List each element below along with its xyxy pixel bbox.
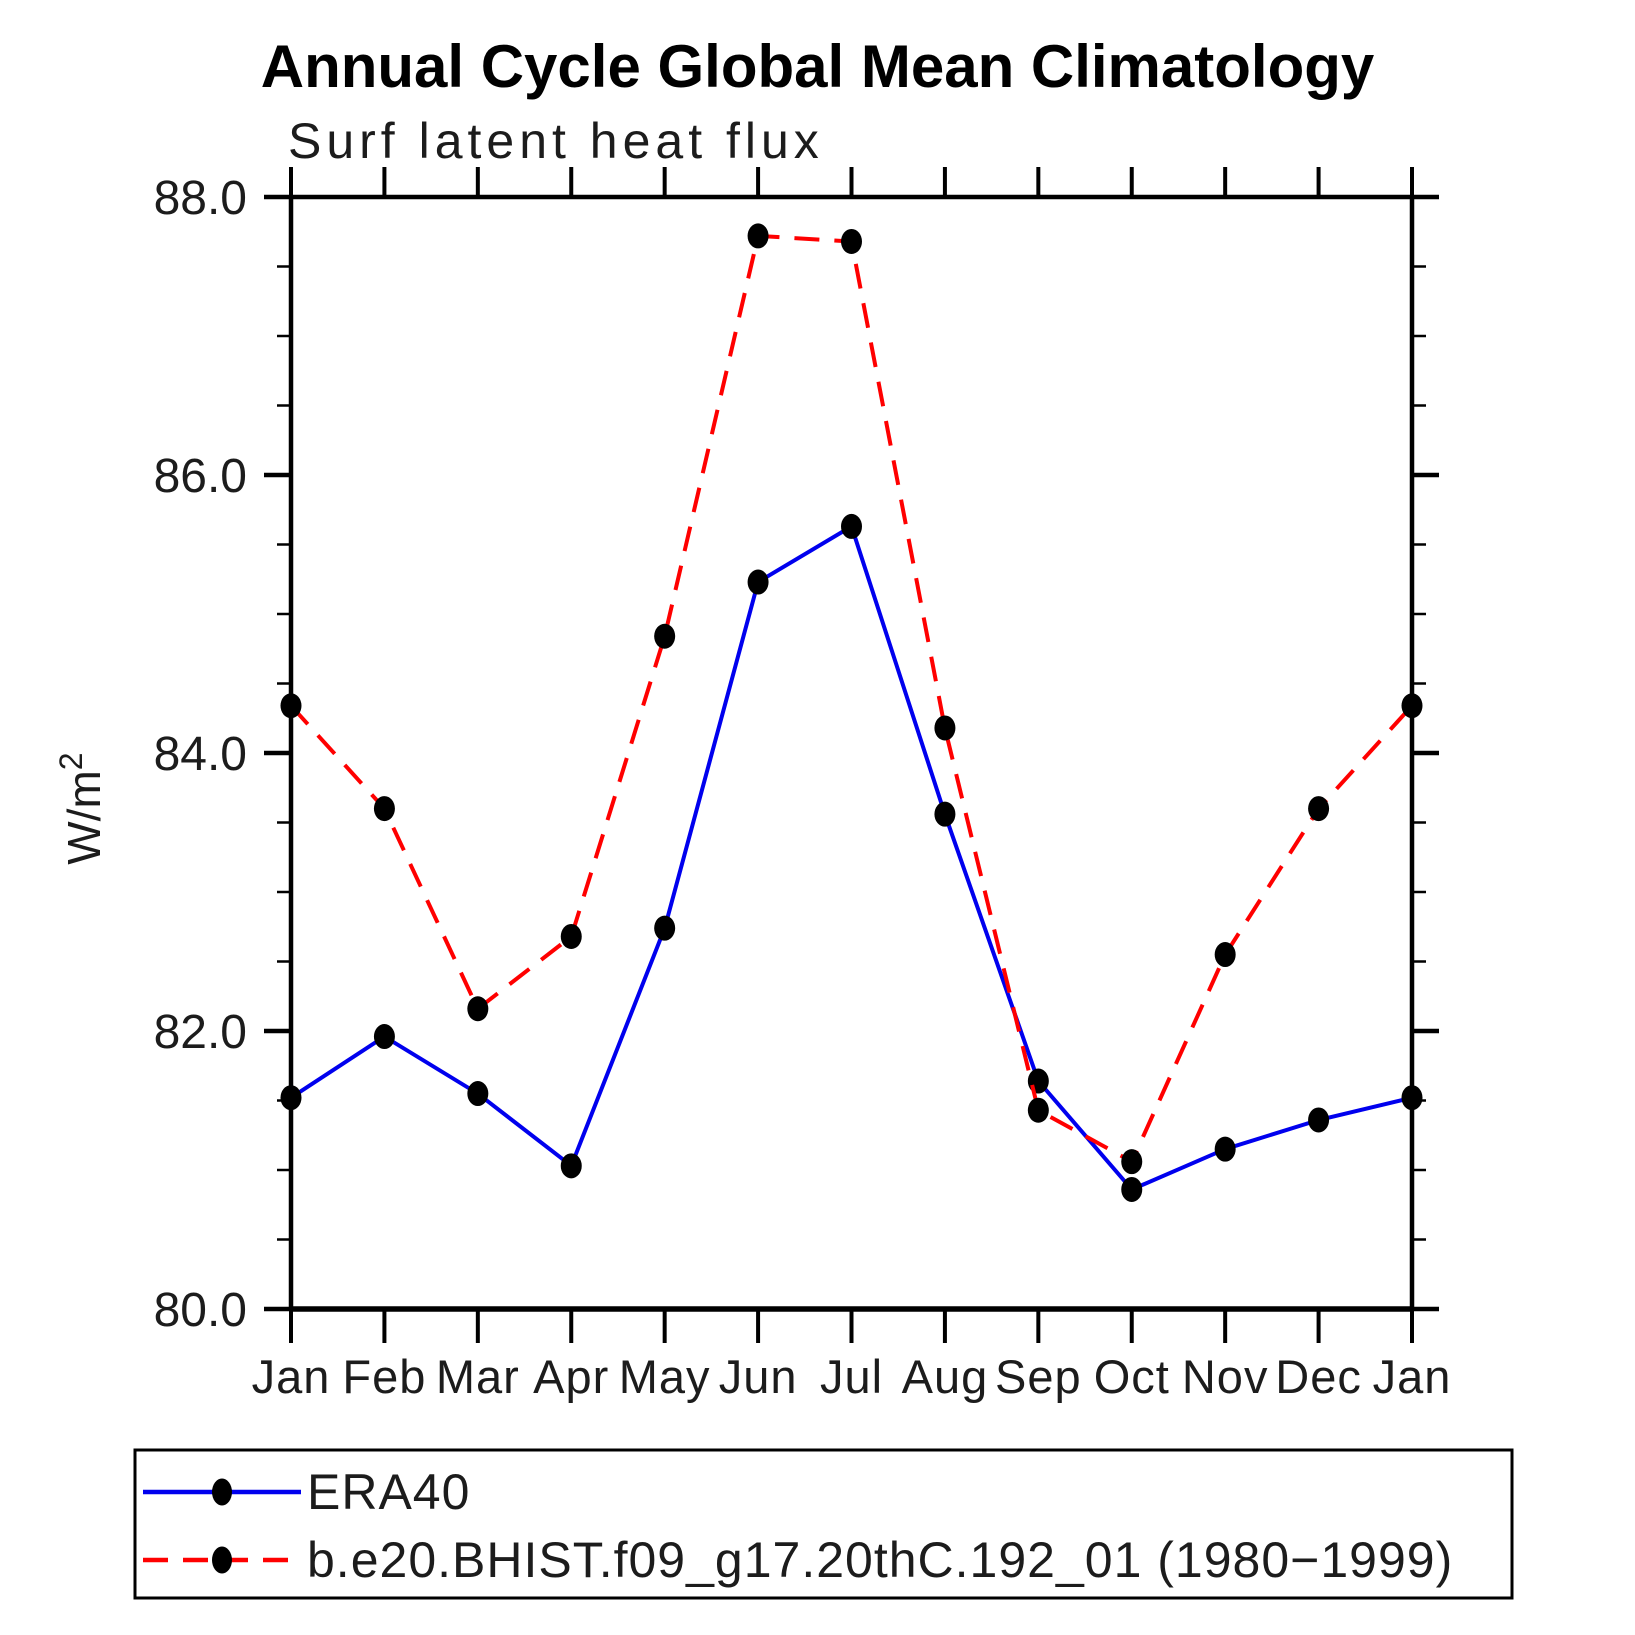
data-point-marker — [934, 801, 956, 827]
x-tick-label: Feb — [342, 1350, 426, 1403]
data-point-marker — [841, 228, 862, 254]
legend-sample-marker — [212, 1546, 232, 1574]
legend-entry-0: ERA40 — [143, 1464, 470, 1520]
chart-title: Annual Cycle Global Mean Climatology — [260, 33, 1375, 100]
data-point-marker — [841, 513, 862, 539]
data-point-marker — [1027, 1097, 1049, 1123]
data-point-marker — [1214, 1136, 1236, 1162]
data-point-marker — [654, 623, 676, 649]
y-tick-label: 86.0 — [154, 450, 247, 503]
x-tick-label: Mar — [436, 1350, 520, 1403]
x-tick-labels: Jan Feb Mar Apr May Jun Jul Aug Sep Oct Nov Dec Jan — [252, 1350, 1452, 1403]
series-markers-1 — [280, 223, 1423, 1175]
x-tick-label: Dec — [1275, 1350, 1362, 1403]
data-point-marker — [1027, 1068, 1049, 1094]
x-tick-label: Nov — [1182, 1350, 1269, 1403]
data-point-marker — [373, 1024, 395, 1050]
x-tick-label: Aug — [902, 1350, 989, 1403]
data-point-marker — [1214, 942, 1236, 968]
legend-sample-marker — [212, 1478, 232, 1506]
data-point-marker — [560, 923, 582, 949]
y-tick-label: 84.0 — [154, 728, 247, 781]
data-point-marker — [467, 1081, 489, 1107]
data-point-marker — [1121, 1176, 1143, 1202]
data-point-marker — [654, 915, 676, 941]
data-point-marker — [934, 715, 956, 741]
legend-box — [133, 1448, 1514, 1600]
legend: ERA40 b.e20.BHIST.f09_g17.20thC.192_01 (1… — [133, 1448, 1514, 1600]
data-point-marker — [560, 1153, 582, 1179]
x-tick-label: Jan — [252, 1350, 331, 1403]
axes — [264, 167, 1439, 1343]
x-tick-label: Oct — [1094, 1350, 1170, 1403]
y-tick-label: 88.0 — [154, 172, 247, 225]
data-point-marker — [280, 1085, 302, 1111]
chart-subtitle: Surf latent heat flux — [288, 113, 824, 169]
data-point-marker — [1308, 1107, 1330, 1133]
x-tick-label: Jun — [719, 1350, 798, 1403]
data-point-marker — [467, 996, 489, 1022]
data-point-marker — [747, 223, 769, 249]
data-point-marker — [1401, 1085, 1423, 1111]
data-point-marker — [280, 693, 302, 719]
y-axis-title: W/m2 — [53, 752, 110, 864]
x-tick-label: Jan — [1373, 1350, 1452, 1403]
series-line-0 — [289, 523, 1413, 1192]
x-tick-label: Apr — [533, 1350, 609, 1403]
legend-label: ERA40 — [307, 1464, 470, 1520]
data-point-marker — [1401, 693, 1423, 719]
legend-label: b.e20.BHIST.f09_g17.20thC.192_01 (1980−1… — [307, 1532, 1453, 1588]
y-tick-label: 80.0 — [154, 1284, 247, 1337]
data-point-marker — [1121, 1149, 1143, 1175]
legend-entry-1: b.e20.BHIST.f09_g17.20thC.192_01 (1980−1… — [143, 1532, 1453, 1588]
y-tick-labels: 80.0 82.0 84.0 86.0 88.0 — [154, 172, 247, 1337]
x-tick-label: Sep — [995, 1350, 1082, 1403]
y-tick-label: 82.0 — [154, 1006, 247, 1059]
series-line-1 — [289, 233, 1414, 1165]
data-point-marker — [373, 796, 395, 822]
series-markers-0 — [280, 513, 1423, 1202]
data-point-marker — [1308, 796, 1330, 822]
x-tick-label: Jul — [820, 1350, 883, 1403]
x-tick-label: May — [619, 1350, 711, 1403]
data-point-marker — [747, 569, 769, 595]
